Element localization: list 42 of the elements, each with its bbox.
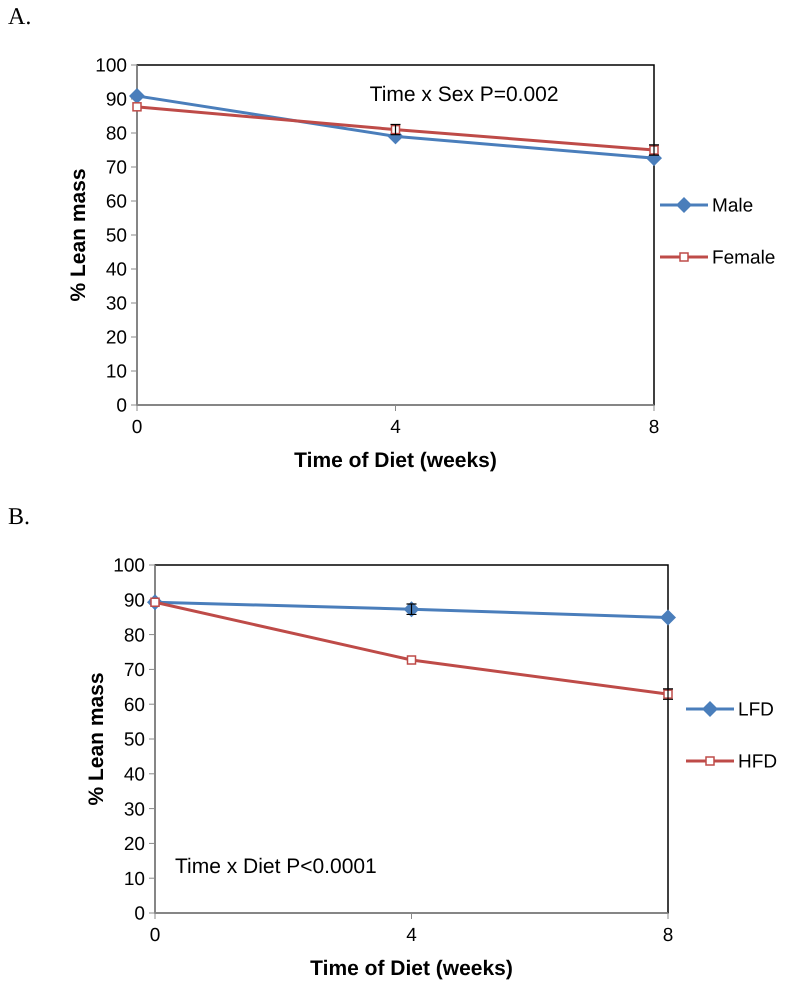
x-tick-label: 0: [150, 925, 160, 946]
x-tick-label: 4: [390, 417, 402, 438]
y-tick-label: 20: [124, 834, 145, 856]
y-tick-label: 30: [106, 294, 127, 315]
y-tick-label: 10: [124, 868, 145, 890]
legend-label: Male: [712, 196, 754, 217]
y-tick-label: 80: [106, 124, 127, 145]
legend-label: LFD: [738, 700, 774, 721]
x-tick-label: 8: [648, 417, 660, 438]
point: [129, 88, 145, 104]
y-tick-label: 100: [95, 56, 127, 77]
y-tick-label: 90: [124, 590, 145, 612]
y-tick-label: 30: [124, 799, 145, 820]
x-axis-title: Time of Diet (weeks): [310, 957, 513, 980]
point: [660, 610, 676, 626]
annotation: Time x Sex P=0.002: [370, 83, 559, 106]
x-tick-label: 8: [662, 925, 674, 946]
x-tick-label: 4: [406, 925, 418, 946]
y-tick-label: 70: [124, 660, 145, 682]
y-tick-label: 70: [106, 158, 127, 179]
y-tick-label: 50: [124, 730, 145, 751]
legend-label: Female: [712, 248, 776, 269]
chart-title: B.: [8, 504, 30, 530]
y-tick-label: 0: [134, 904, 145, 925]
y-tick-label: 80: [124, 625, 145, 646]
y-tick-label: 90: [106, 90, 127, 111]
y-tick-label: 50: [106, 226, 127, 247]
legend-label: HFD: [738, 752, 778, 773]
y-tick-label: 40: [106, 260, 127, 281]
x-axis-title: Time of Diet (weeks): [294, 449, 497, 472]
y-tick-label: 60: [106, 192, 127, 213]
annotation: Time x Diet P<0.0001: [175, 855, 377, 878]
y-tick-label: 20: [106, 328, 127, 349]
y-axis-title: % Lean mass: [67, 168, 90, 302]
y-tick-label: 60: [124, 694, 145, 716]
y-tick-label: 40: [124, 764, 145, 786]
y-tick-label: 100: [113, 556, 145, 577]
y-tick-label: 0: [116, 396, 127, 417]
point: [406, 655, 416, 665]
y-tick-label: 10: [106, 362, 127, 383]
chart-title: A.: [8, 4, 32, 30]
y-axis-title: % Lean mass: [85, 672, 108, 806]
